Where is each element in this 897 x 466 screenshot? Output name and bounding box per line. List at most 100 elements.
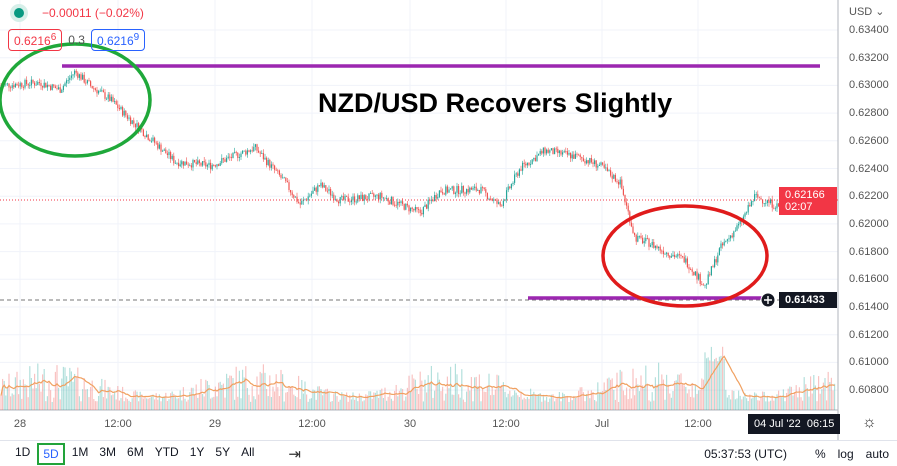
candle-body bbox=[544, 147, 546, 154]
percent-toggle[interactable]: % bbox=[814, 447, 826, 461]
volume-bar bbox=[126, 399, 128, 410]
candle-body bbox=[694, 271, 696, 276]
volume-bar bbox=[741, 399, 743, 410]
log-toggle[interactable]: log bbox=[837, 447, 854, 461]
price-chart[interactable] bbox=[0, 0, 897, 440]
candle-body bbox=[278, 170, 280, 175]
candle-body bbox=[627, 205, 629, 212]
candle-body bbox=[115, 101, 117, 105]
volume-bar bbox=[78, 396, 80, 410]
volume-bar bbox=[630, 398, 632, 410]
candle-body bbox=[682, 256, 684, 257]
volume-bar bbox=[70, 371, 72, 410]
volume-bar bbox=[451, 394, 453, 410]
volume-bar bbox=[386, 400, 388, 410]
volume-bar bbox=[371, 398, 373, 410]
volume-bar bbox=[184, 398, 186, 410]
volume-bar bbox=[320, 389, 322, 410]
candle-body bbox=[672, 254, 674, 257]
candle-body bbox=[214, 165, 216, 167]
volume-bar bbox=[478, 374, 480, 410]
volume-bar bbox=[2, 378, 4, 410]
volume-bar bbox=[414, 379, 416, 410]
candle-body bbox=[77, 72, 79, 78]
volume-bar bbox=[362, 401, 364, 410]
candle-body bbox=[83, 74, 85, 83]
timeframe-6m[interactable]: 6M bbox=[127, 444, 144, 459]
candle-body bbox=[130, 117, 132, 124]
timeframe-ytd[interactable]: YTD bbox=[154, 444, 179, 459]
volume-bar bbox=[662, 379, 664, 410]
candle-body bbox=[685, 258, 687, 263]
volume-bar bbox=[501, 384, 503, 410]
volume-bar bbox=[136, 391, 138, 410]
volume-bar bbox=[733, 390, 735, 410]
green-circle-annotation bbox=[0, 42, 152, 158]
volume-bar bbox=[509, 390, 511, 410]
volume-bar bbox=[554, 401, 556, 410]
currency-selector[interactable]: USD ⌄ bbox=[849, 6, 885, 18]
volume-bar bbox=[816, 401, 818, 410]
volume-bar bbox=[458, 394, 460, 410]
plus-icon bbox=[764, 296, 772, 304]
timeframe-3m[interactable]: 3M bbox=[99, 444, 117, 459]
volume-bar bbox=[144, 396, 146, 410]
candle-body bbox=[598, 164, 600, 166]
volume-bar bbox=[323, 390, 325, 410]
volume-bar bbox=[53, 397, 55, 410]
volume-bar bbox=[203, 396, 205, 410]
volume-bar bbox=[278, 396, 280, 410]
sell-button[interactable]: 0.62166 bbox=[8, 29, 63, 51]
volume-bar bbox=[14, 377, 16, 410]
volume-bar bbox=[128, 400, 130, 410]
date-range-icon[interactable]: ⇥ bbox=[288, 445, 301, 463]
volume-bar bbox=[506, 397, 508, 410]
candle-body bbox=[285, 177, 287, 182]
candle-body bbox=[389, 201, 391, 205]
volume-bar bbox=[659, 385, 661, 410]
timeframe-all[interactable]: All bbox=[241, 444, 255, 459]
candle-body bbox=[176, 162, 178, 164]
candle-body bbox=[635, 235, 637, 242]
timeframe-1m[interactable]: 1M bbox=[71, 444, 89, 459]
volume-bar bbox=[797, 397, 799, 410]
candle-body bbox=[58, 87, 60, 89]
candle-body bbox=[632, 226, 634, 233]
candle-body bbox=[141, 127, 143, 130]
timeframe-5y[interactable]: 5Y bbox=[215, 444, 231, 459]
candle-body bbox=[334, 199, 336, 201]
volume-bar bbox=[520, 392, 522, 410]
price-tick: 0.62400 bbox=[849, 162, 889, 175]
volume-bar bbox=[418, 393, 420, 410]
candle-body bbox=[474, 186, 476, 188]
candle-body bbox=[163, 149, 165, 151]
volume-bar bbox=[443, 400, 445, 410]
volume-bar bbox=[648, 400, 650, 410]
candle-body bbox=[568, 153, 570, 155]
buy-button[interactable]: 0.62169 bbox=[90, 29, 146, 51]
candle-body bbox=[14, 83, 16, 88]
clock[interactable]: 05:37:53 (UTC) bbox=[704, 447, 787, 461]
candle-body bbox=[616, 181, 618, 183]
candle-body bbox=[582, 158, 584, 162]
candle-body bbox=[638, 235, 640, 237]
candle-body bbox=[102, 90, 104, 93]
candle-body bbox=[469, 187, 471, 193]
volume-bar bbox=[768, 401, 770, 410]
candle-body bbox=[387, 198, 389, 202]
candle-body bbox=[202, 161, 204, 166]
candle-body bbox=[554, 148, 556, 155]
candle-body bbox=[738, 223, 740, 226]
timeframe-1d[interactable]: 1D bbox=[15, 444, 31, 459]
timeframe-1y[interactable]: 1Y bbox=[189, 444, 205, 459]
auto-toggle[interactable]: auto bbox=[865, 447, 889, 461]
candle-body bbox=[101, 90, 103, 92]
candle-body bbox=[190, 165, 192, 168]
candle-body bbox=[213, 165, 215, 166]
candle-body bbox=[458, 186, 460, 194]
candle-body bbox=[42, 86, 44, 88]
timeframe-5d[interactable]: 5D bbox=[37, 442, 65, 465]
candle-body bbox=[706, 284, 708, 285]
candle-body bbox=[422, 207, 424, 215]
settings-gear-icon[interactable]: ☼ bbox=[862, 414, 877, 431]
